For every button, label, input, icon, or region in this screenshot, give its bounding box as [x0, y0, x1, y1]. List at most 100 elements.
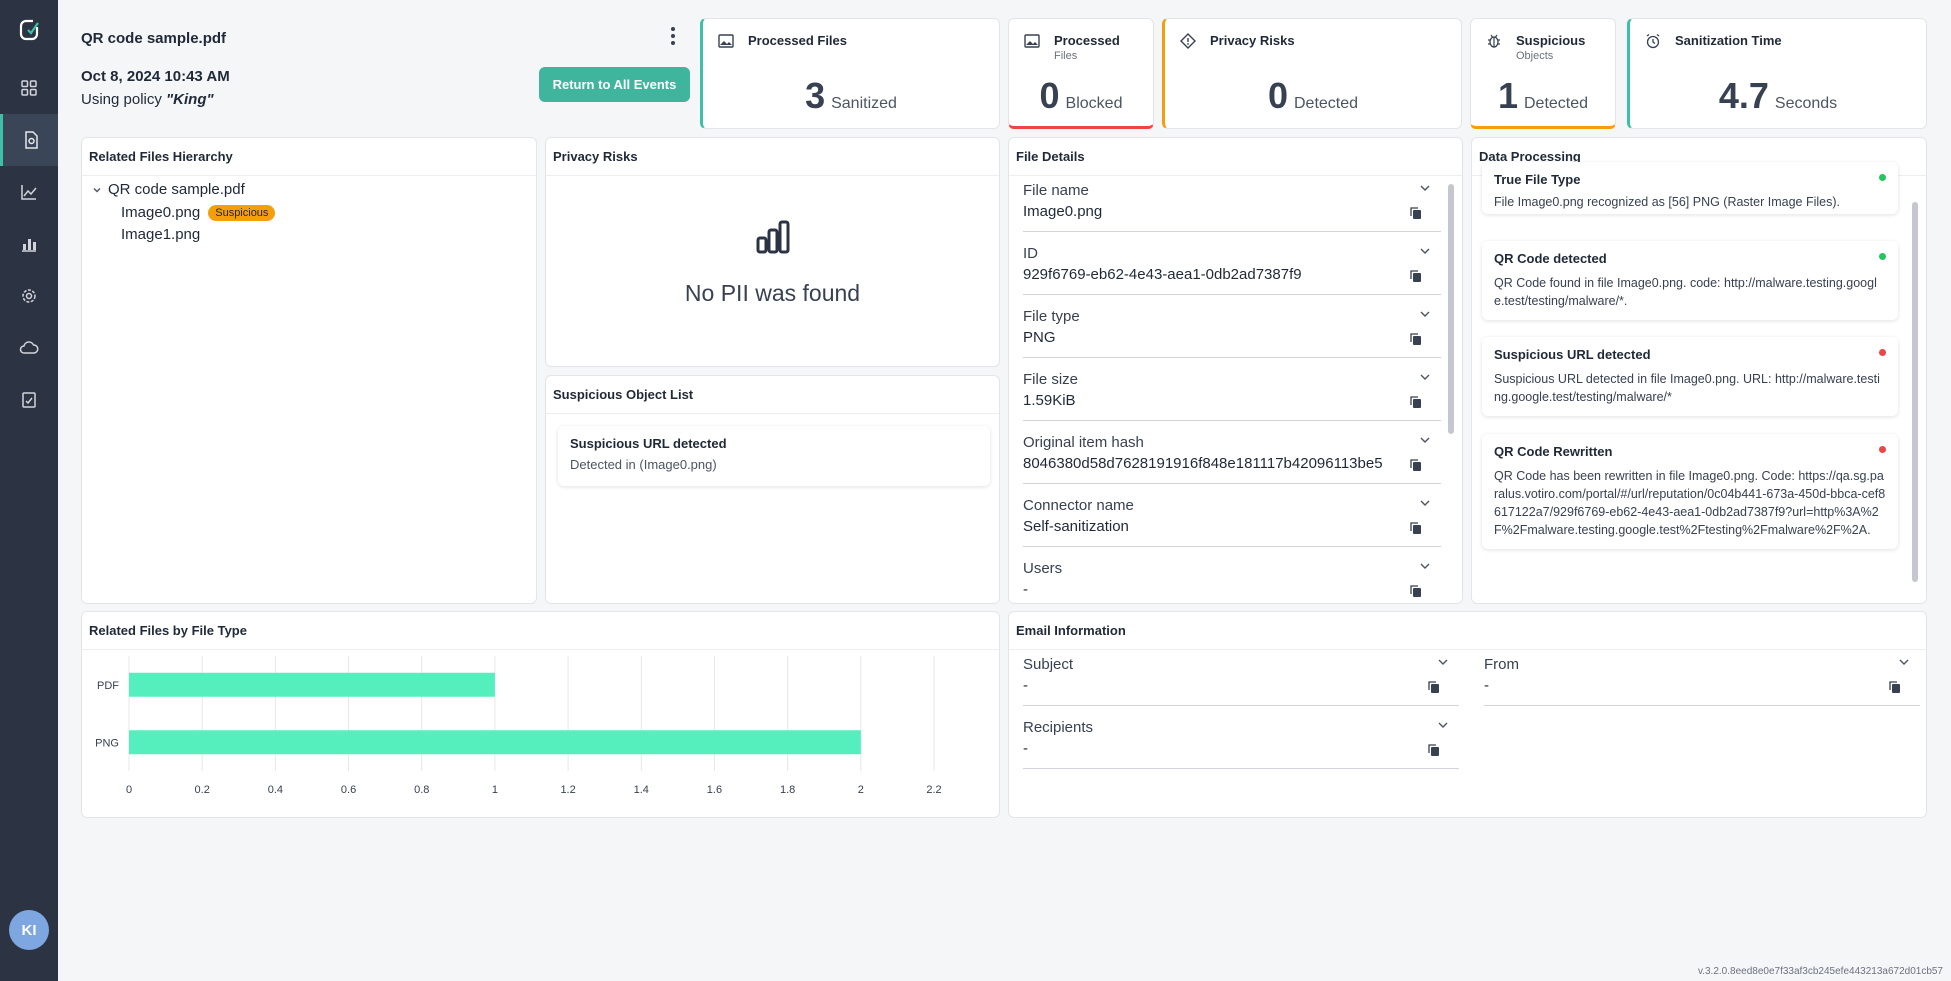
chevron-down-icon[interactable] [1437, 656, 1449, 668]
stat-number: 3 [805, 75, 826, 116]
x-tick-label: 1 [492, 784, 498, 796]
scrollbar[interactable] [1912, 202, 1918, 582]
email-subject-field[interactable]: Subject - [1023, 656, 1459, 706]
field-value: PNG [1023, 329, 1056, 346]
copy-icon[interactable] [1409, 332, 1423, 346]
main-content: QR code sample.pdf Oct 8, 2024 10:43 AM … [58, 0, 1951, 981]
y-category-label: PDF [97, 680, 119, 692]
connector-name-field[interactable]: Connector name Self-sanitization [1023, 497, 1441, 547]
stat-title: Processed Files [748, 33, 847, 48]
line-chart-icon[interactable] [0, 166, 58, 218]
tree-root-item[interactable]: QR code sample.pdf [92, 181, 245, 198]
stat-unit: Blocked [1065, 95, 1123, 112]
original-hash-field[interactable]: Original item hash 8046380d58d7628191916f… [1023, 434, 1441, 484]
processing-step: QR Code detected QR Code found in file I… [1482, 241, 1898, 320]
chevron-down-icon[interactable] [92, 185, 102, 195]
file-details-panel: File Details File name Image0.png ID 929f67… [1008, 137, 1463, 604]
audit-icon[interactable] [0, 374, 58, 426]
stat-sanitization-time: Sanitization Time 4.7 Seconds [1627, 18, 1927, 129]
page-title: QR code sample.pdf [81, 30, 227, 47]
logo-icon[interactable] [17, 18, 41, 42]
related-files-hierarchy-panel: Related Files Hierarchy QR code sample.p… [81, 137, 537, 604]
bar-png[interactable] [129, 730, 861, 755]
x-tick-label: 0 [126, 784, 132, 796]
field-value: 929f6769-eb62-4e43-aea1-0db2ad7387f9 [1023, 266, 1302, 283]
users-field[interactable]: Users - [1023, 560, 1441, 603]
event-date: Oct 8, 2024 10:43 AM [81, 68, 230, 85]
status-dot [1879, 446, 1886, 453]
policy-label: Using policy "King" [81, 91, 214, 108]
x-tick-label: 0.4 [268, 784, 283, 796]
email-recipients-field[interactable]: Recipients - [1023, 719, 1459, 769]
stat-unit: Detected [1523, 95, 1589, 112]
tree-root-label: QR code sample.pdf [108, 181, 245, 198]
copy-icon[interactable] [1409, 584, 1423, 598]
status-dot [1879, 253, 1886, 260]
file-name-field[interactable]: File name Image0.png [1023, 182, 1441, 232]
chevron-down-icon[interactable] [1419, 434, 1431, 446]
stat-title: Processed [1054, 33, 1120, 48]
stat-value: 0 Blocked [1009, 75, 1153, 117]
list-item-detail: Detected in (Image0.png) [570, 457, 717, 472]
dashboard-grid-icon[interactable] [0, 62, 58, 114]
id-field[interactable]: ID 929f6769-eb62-4e43-aea1-0db2ad7387f9 [1023, 245, 1441, 295]
field-value: - [1023, 740, 1028, 757]
file-events-icon[interactable] [0, 114, 58, 166]
cloud-icon[interactable] [0, 322, 58, 374]
reports-icon[interactable] [0, 218, 58, 270]
copy-icon[interactable] [1409, 521, 1423, 535]
chevron-down-icon[interactable] [1419, 245, 1431, 257]
processing-step: True File Type File Image0.png recognize… [1482, 162, 1898, 214]
tree-child-label: Image0.png [121, 204, 201, 221]
bar-pdf[interactable] [129, 672, 495, 697]
tree-child-label: Image1.png [121, 226, 201, 243]
file-size-field[interactable]: File size 1.59KiB [1023, 371, 1441, 421]
field-value: Self-sanitization [1023, 518, 1129, 535]
sidebar: KI [0, 0, 58, 981]
copy-icon[interactable] [1427, 680, 1441, 694]
no-pii-message: No PII was found [684, 280, 861, 306]
copy-icon[interactable] [1409, 269, 1423, 283]
image-file-icon [1024, 34, 1040, 48]
field-value: 8046380d58d7628191916f848e181117b4209611… [1023, 455, 1383, 472]
stat-title: Suspicious [1516, 33, 1586, 48]
settings-gear-icon[interactable] [0, 270, 58, 322]
stat-suspicious-objects: Suspicious Objects 1 Detected [1470, 18, 1616, 129]
list-item-title: Suspicious URL detected [570, 436, 727, 451]
copy-icon[interactable] [1409, 206, 1423, 220]
more-options-icon[interactable] [663, 26, 683, 46]
copy-icon[interactable] [1409, 458, 1423, 472]
step-detail: File Image0.png recognized as [56] PNG (… [1494, 195, 1840, 209]
x-tick-label: 1.4 [634, 784, 649, 796]
avatar[interactable]: KI [9, 910, 49, 950]
alarm-clock-icon [1646, 33, 1660, 49]
field-label: Users [1023, 560, 1063, 577]
step-title: True File Type [1494, 172, 1581, 187]
chevron-down-icon[interactable] [1419, 308, 1431, 320]
step-detail: QR Code has been rewritten in file Image… [1494, 469, 1886, 537]
tree-child-item[interactable]: Image1.png [121, 226, 200, 243]
email-from-field[interactable]: From - [1484, 656, 1920, 706]
chevron-down-icon[interactable] [1419, 497, 1431, 509]
field-label: From [1484, 656, 1519, 673]
tree-child-item[interactable]: Image0.png Suspicious [121, 204, 276, 221]
chevron-down-icon[interactable] [1419, 560, 1431, 572]
chevron-down-icon[interactable] [1419, 371, 1431, 383]
copy-icon[interactable] [1888, 680, 1902, 694]
scrollbar[interactable] [1448, 184, 1454, 434]
stat-processed-files-blocked: Processed Files 0 Blocked [1008, 18, 1154, 129]
email-information-panel: Email Information Subject - From - Recip… [1008, 611, 1927, 818]
chevron-down-icon[interactable] [1419, 182, 1431, 194]
list-item[interactable]: Suspicious URL detected Detected in (Ima… [558, 426, 990, 486]
stat-title: Sanitization Time [1675, 33, 1782, 48]
panel-title: Related Files Hierarchy [82, 138, 536, 176]
stat-number: 4.7 [1718, 75, 1769, 116]
copy-icon[interactable] [1427, 743, 1441, 757]
copy-icon[interactable] [1409, 395, 1423, 409]
stat-number: 0 [1039, 75, 1060, 116]
return-to-all-events-button[interactable]: Return to All Events [539, 67, 690, 102]
chevron-down-icon[interactable] [1898, 656, 1910, 668]
y-category-label: PNG [95, 737, 119, 749]
chevron-down-icon[interactable] [1437, 719, 1449, 731]
file-type-field[interactable]: File type PNG [1023, 308, 1441, 358]
